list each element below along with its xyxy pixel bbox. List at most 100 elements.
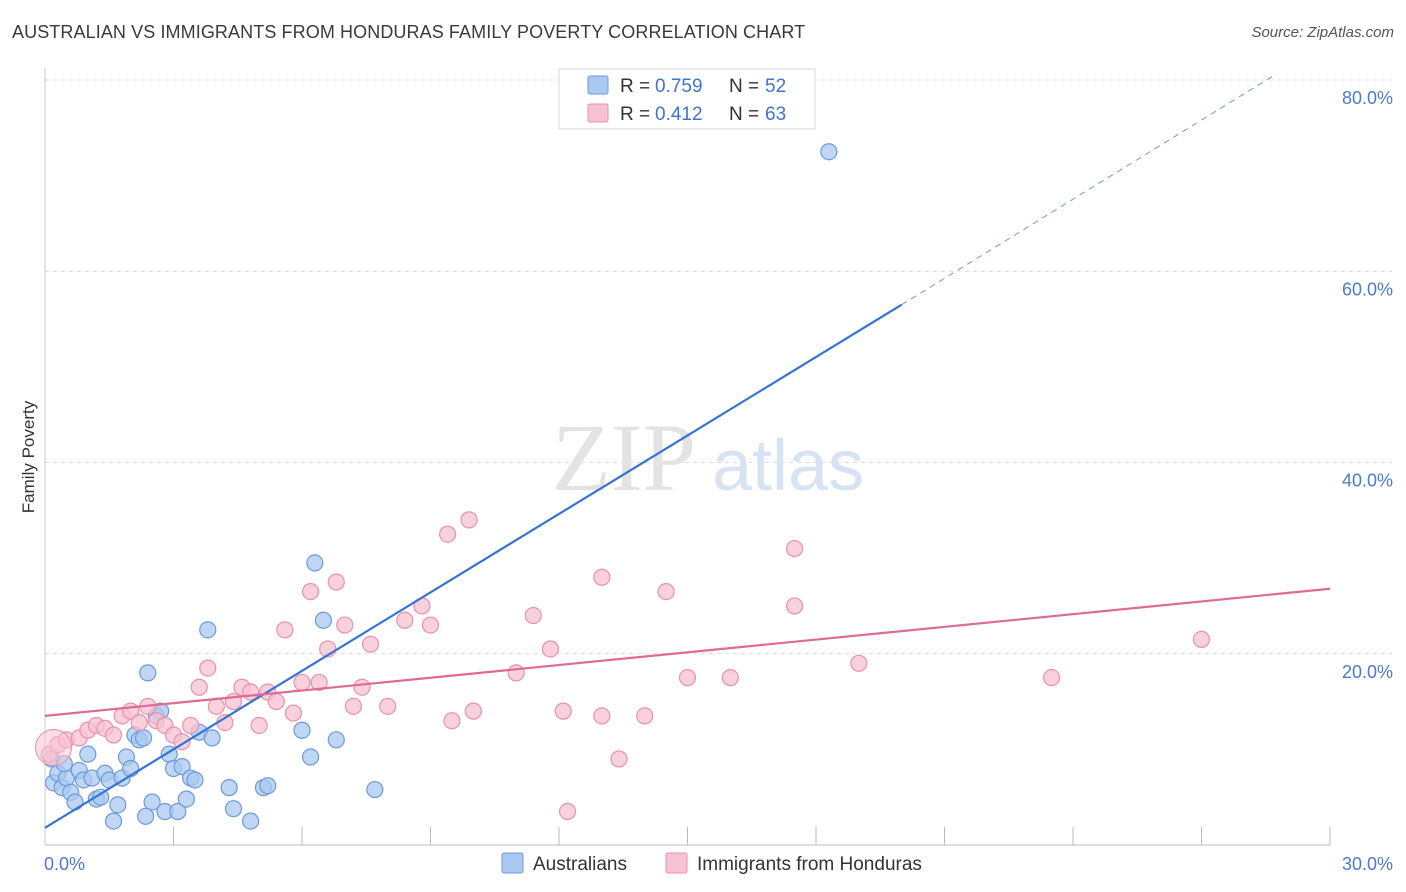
- point-australians-41: [259, 777, 277, 795]
- point-honduras-38: [379, 697, 397, 715]
- point-honduras-41: [421, 616, 440, 634]
- point-honduras-57: [721, 669, 739, 687]
- point-honduras-46: [507, 664, 525, 682]
- point-australians-11: [92, 788, 110, 806]
- point-honduras-45: [464, 702, 482, 720]
- point-honduras-58: [785, 597, 804, 615]
- legend-n-label-australians: N =: [729, 76, 759, 97]
- chart-title: AUSTRALIAN VS IMMIGRANTS FROM HONDURAS F…: [12, 22, 806, 42]
- point-australians-39: [242, 812, 260, 830]
- watermark: ZIP atlas: [552, 404, 864, 511]
- bottom-legend-swatch-australians: [501, 852, 524, 874]
- point-honduras-59: [785, 539, 804, 558]
- point-honduras-47: [524, 606, 542, 625]
- point-honduras-44: [460, 511, 478, 529]
- point-australians-31: [177, 790, 195, 808]
- point-honduras-30: [301, 582, 320, 601]
- point-australians-18: [122, 759, 140, 778]
- point-honduras-39: [396, 611, 414, 629]
- point-honduras-42: [439, 525, 457, 543]
- point-honduras-43: [443, 712, 461, 730]
- point-honduras-17: [190, 678, 208, 696]
- point-honduras-53: [610, 750, 628, 768]
- point-australians-38: [224, 800, 243, 818]
- point-honduras-27: [276, 621, 294, 639]
- points-layer: [35, 143, 1211, 830]
- point-australians-42: [301, 748, 320, 766]
- x-tick-label-1: 30.0%: [1342, 854, 1393, 874]
- point-honduras-33: [327, 573, 345, 591]
- bottom-legend-swatch-honduras: [665, 852, 688, 874]
- point-australians-36: [203, 729, 221, 747]
- point-honduras-10: [130, 713, 148, 732]
- point-honduras-48: [541, 640, 560, 658]
- chart-source: Source: ZipAtlas.com: [1251, 24, 1394, 41]
- y-tick-label-0: 20.0%: [1342, 662, 1393, 682]
- point-australians-45: [314, 611, 333, 629]
- point-honduras-50: [558, 802, 577, 821]
- point-honduras-34: [336, 616, 354, 634]
- point-honduras-51: [593, 568, 611, 586]
- point-honduras-61: [1042, 669, 1061, 687]
- legend-r-value-australians: 0.759: [655, 76, 703, 97]
- point-honduras-28: [284, 704, 303, 722]
- point-australians-51: [137, 807, 155, 825]
- point-australians-46: [327, 731, 345, 749]
- top-legend: R = 0.759 N = 52 R = 0.412 N = 63: [558, 68, 816, 130]
- legend-n-value-honduras: 63: [765, 104, 786, 125]
- point-australians-21: [134, 729, 153, 747]
- point-australians-30: [173, 757, 191, 776]
- point-honduras-54: [636, 707, 654, 725]
- point-australians-5: [66, 793, 84, 811]
- bottom-legend-label-australians: Australians: [533, 854, 627, 875]
- y-tick-label-3: 80.0%: [1342, 88, 1393, 108]
- point-honduras-52: [593, 707, 611, 725]
- bottom-legend-label-honduras: Immigrants from Honduras: [697, 854, 922, 875]
- point-honduras-56: [678, 669, 697, 687]
- point-australians-23: [143, 793, 161, 811]
- legend-r-label-honduras: R =: [620, 104, 650, 125]
- trendline-honduras: [44, 587, 1331, 718]
- legend-n-label-honduras: N =: [729, 104, 759, 125]
- point-honduras-35: [344, 697, 362, 715]
- legend-swatch-honduras: [587, 103, 609, 123]
- point-honduras-49: [554, 702, 572, 720]
- trendline-australians: [44, 303, 903, 829]
- legend-swatch-australians: [587, 75, 609, 95]
- trendline-australians-extension: [901, 74, 1275, 306]
- point-honduras-cluster: [35, 728, 73, 766]
- axis-layer: 20.0% 40.0% 60.0% 80.0% 0.0% 30.0%: [44, 68, 1393, 874]
- trend-layer: [44, 74, 1331, 829]
- point-australians-44: [306, 554, 324, 572]
- watermark-atlas: atlas: [712, 426, 864, 506]
- legend-r-label-australians: R =: [620, 76, 650, 97]
- point-honduras-36: [353, 678, 371, 696]
- point-honduras-37: [361, 635, 380, 653]
- point-honduras-7: [104, 726, 123, 744]
- watermark-zip: ZIP: [552, 404, 696, 511]
- bottom-legend: Australians Immigrants from Honduras: [501, 852, 922, 875]
- point-honduras-62: [1192, 630, 1211, 649]
- legend-n-value-australians: 52: [765, 76, 786, 97]
- point-honduras-31: [310, 673, 328, 692]
- point-australians-29: [169, 802, 187, 821]
- grid-layer: [45, 79, 1392, 655]
- point-australians-47: [366, 780, 384, 799]
- point-honduras-60: [850, 654, 868, 672]
- point-australians-43: [293, 721, 311, 739]
- point-australians-8: [79, 745, 97, 763]
- point-australians-37: [220, 779, 238, 797]
- point-australians-33: [186, 771, 204, 789]
- y-tick-label-1: 40.0%: [1342, 471, 1393, 491]
- point-australians-14: [104, 812, 123, 830]
- point-australians-15: [109, 796, 127, 814]
- point-honduras-24: [250, 716, 268, 735]
- legend-r-value-honduras: 0.412: [655, 104, 703, 125]
- point-australians-35: [199, 621, 217, 639]
- point-honduras-16: [182, 716, 200, 735]
- point-honduras-18: [199, 659, 217, 677]
- point-honduras-26: [267, 692, 285, 711]
- point-honduras-29: [293, 673, 311, 692]
- point-australians-48: [820, 143, 838, 161]
